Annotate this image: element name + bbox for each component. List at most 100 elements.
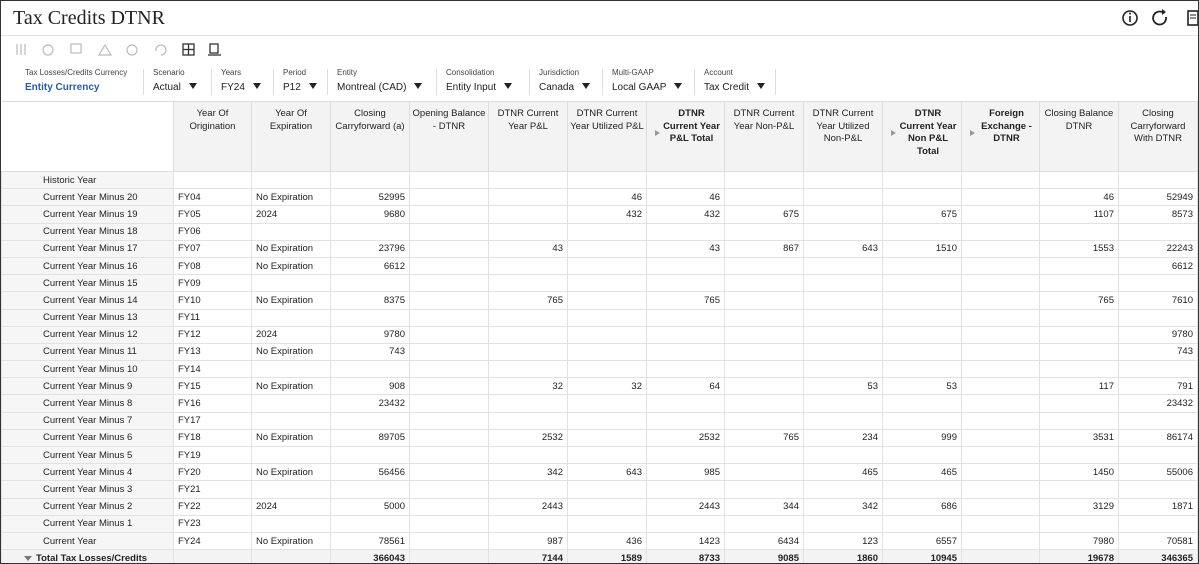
cell[interactable] — [409, 308, 489, 327]
cell[interactable]: 8375 — [330, 291, 410, 310]
cell[interactable] — [882, 411, 962, 430]
cell[interactable] — [803, 325, 883, 344]
cell[interactable]: 7144 — [488, 549, 568, 563]
header-toggle[interactable] — [891, 130, 896, 136]
cell[interactable]: No Expiration — [251, 463, 331, 482]
cell[interactable] — [567, 497, 647, 516]
cell[interactable]: 9780 — [1118, 325, 1198, 344]
column-header[interactable]: Year Of Expiration — [251, 101, 331, 172]
cell[interactable]: 432 — [567, 205, 647, 224]
cell[interactable]: 52949 — [1118, 188, 1198, 207]
cell[interactable]: 32 — [488, 377, 568, 396]
cell[interactable] — [488, 360, 568, 379]
cell[interactable] — [961, 291, 1040, 310]
cell[interactable] — [251, 445, 331, 465]
header-toggle[interactable] — [970, 130, 975, 136]
cell[interactable]: 9780 — [330, 325, 410, 344]
cell[interactable]: FY17 — [173, 411, 252, 430]
cell[interactable] — [803, 291, 883, 310]
pov-item[interactable]: Entity Montreal (CAD) — [337, 65, 423, 97]
cell[interactable]: 43 — [488, 239, 568, 258]
cell[interactable]: 1510 — [882, 239, 962, 258]
tool-icon[interactable] — [126, 44, 138, 56]
cell[interactable]: FY08 — [173, 256, 252, 276]
cell[interactable]: 465 — [882, 463, 962, 482]
cell[interactable] — [646, 256, 725, 276]
cell[interactable] — [567, 360, 647, 379]
cell[interactable]: 46 — [1039, 188, 1119, 207]
cell[interactable] — [882, 445, 962, 465]
cell[interactable]: 686 — [882, 497, 962, 516]
cell[interactable] — [567, 256, 647, 276]
cell[interactable] — [724, 308, 804, 327]
cell[interactable] — [961, 256, 1040, 276]
cell[interactable]: No Expiration — [251, 428, 331, 448]
cell[interactable]: 465 — [803, 463, 883, 482]
cell[interactable] — [724, 377, 804, 396]
cell[interactable] — [724, 360, 804, 379]
cell[interactable] — [173, 170, 252, 190]
cell[interactable] — [1039, 514, 1119, 533]
cell[interactable]: 46 — [646, 188, 725, 207]
cell[interactable]: 342 — [803, 497, 883, 516]
cell[interactable] — [330, 274, 410, 293]
cell[interactable]: FY15 — [173, 377, 252, 396]
cell[interactable]: No Expiration — [251, 377, 331, 396]
column-header[interactable]: DTNR Current Year Utilized P&L — [567, 101, 647, 172]
cell[interactable] — [803, 445, 883, 465]
cell[interactable] — [724, 514, 804, 533]
cell[interactable] — [882, 274, 962, 293]
cell[interactable] — [567, 325, 647, 344]
cell[interactable] — [409, 497, 489, 516]
cell[interactable] — [961, 514, 1040, 533]
cell[interactable] — [646, 360, 725, 379]
cell[interactable]: 1553 — [1039, 239, 1119, 258]
cell[interactable]: 344 — [724, 497, 804, 516]
column-header[interactable]: Closing Carryforward With DTNR — [1118, 101, 1198, 172]
cell[interactable]: 2532 — [488, 428, 568, 448]
cell[interactable] — [567, 308, 647, 327]
cell[interactable] — [409, 342, 489, 362]
cell[interactable] — [646, 480, 725, 499]
cell[interactable]: 78561 — [330, 531, 410, 551]
cell[interactable]: 2443 — [488, 497, 568, 516]
cell[interactable] — [330, 222, 410, 241]
cell[interactable] — [961, 239, 1040, 258]
cell[interactable] — [330, 170, 410, 190]
cell[interactable] — [646, 274, 725, 293]
pov-value[interactable]: Montreal (CAD) — [337, 82, 407, 93]
cell[interactable]: 643 — [567, 463, 647, 482]
cell[interactable] — [724, 188, 804, 207]
cell[interactable] — [251, 514, 331, 533]
cell[interactable]: 86174 — [1118, 428, 1198, 448]
cell[interactable]: 52995 — [330, 188, 410, 207]
pov-value[interactable]: FY24 — [221, 82, 245, 93]
cell[interactable] — [882, 360, 962, 379]
cell[interactable]: 32 — [567, 377, 647, 396]
cell[interactable]: 64 — [646, 377, 725, 396]
column-header[interactable]: DTNR Current Year Utilized Non-P&L — [803, 101, 883, 172]
cell[interactable] — [961, 463, 1040, 482]
cell[interactable] — [330, 308, 410, 327]
cell[interactable]: FY06 — [173, 222, 252, 241]
cell[interactable] — [724, 394, 804, 413]
column-header[interactable]: DTNR Current Year Non-P&L — [724, 101, 804, 172]
cell[interactable] — [961, 480, 1040, 499]
cell[interactable] — [409, 531, 489, 551]
cell[interactable] — [882, 222, 962, 241]
column-header[interactable]: DTNR Current Year P&L Total — [646, 101, 725, 172]
cell[interactable]: 765 — [646, 291, 725, 310]
cell[interactable]: 791 — [1118, 377, 1198, 396]
cell[interactable] — [961, 428, 1040, 448]
cell[interactable]: 1450 — [1039, 463, 1119, 482]
cell[interactable] — [646, 222, 725, 241]
cell[interactable] — [803, 222, 883, 241]
cell[interactable]: 2024 — [251, 325, 331, 344]
column-header[interactable]: Closing Carryforward (a) — [330, 101, 410, 172]
pov-value[interactable]: Entity Input — [446, 82, 497, 93]
cell[interactable]: 7610 — [1118, 291, 1198, 310]
cell[interactable] — [961, 360, 1040, 379]
cell[interactable]: 123 — [803, 531, 883, 551]
cell[interactable]: 2532 — [646, 428, 725, 448]
cell[interactable]: FY18 — [173, 428, 252, 448]
